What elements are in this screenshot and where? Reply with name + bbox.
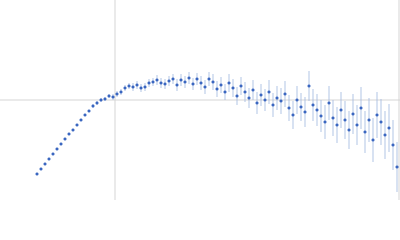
data-point <box>255 101 259 105</box>
data-point <box>231 86 235 90</box>
data-point <box>115 92 119 96</box>
data-point <box>247 96 251 100</box>
data-point <box>299 105 303 109</box>
data-point <box>163 82 167 86</box>
data-point <box>375 113 379 117</box>
data-point <box>263 98 267 102</box>
data-point <box>331 116 335 120</box>
data-point <box>75 123 79 127</box>
data-point <box>39 167 43 171</box>
data-point <box>387 126 391 130</box>
data-point <box>107 94 111 98</box>
data-point <box>171 77 175 81</box>
data-point <box>67 132 71 136</box>
data-point <box>319 114 323 118</box>
data-point <box>139 86 143 90</box>
data-point <box>379 120 383 124</box>
data-point <box>211 80 215 84</box>
data-point <box>227 81 231 85</box>
data-point <box>119 90 123 94</box>
data-point <box>283 92 287 96</box>
data-point <box>243 90 247 94</box>
data-point <box>103 97 107 101</box>
data-point <box>191 82 195 86</box>
data-point <box>275 96 279 100</box>
data-point <box>135 83 139 87</box>
data-point <box>155 78 159 82</box>
data-point <box>51 152 55 156</box>
data-point <box>123 86 127 90</box>
page: {"chart_data": {"type": "scatter", "colo… <box>0 0 400 200</box>
data-point <box>287 106 291 110</box>
data-point <box>291 113 295 117</box>
data-point <box>271 103 275 107</box>
data-point <box>195 77 199 81</box>
data-point <box>259 93 263 97</box>
data-point <box>207 77 211 81</box>
data-point <box>131 85 135 89</box>
data-point <box>111 95 115 99</box>
data-point <box>55 147 59 151</box>
data-point <box>159 81 163 85</box>
data-point <box>351 112 355 116</box>
data-point <box>355 123 359 127</box>
data-point <box>47 157 51 161</box>
data-point <box>311 103 315 107</box>
data-point <box>199 81 203 85</box>
data-point <box>223 90 227 94</box>
data-point <box>219 83 223 87</box>
data-point <box>359 106 363 110</box>
data-point <box>347 128 351 132</box>
data-point <box>167 79 171 83</box>
data-point <box>127 84 131 88</box>
data-point <box>183 80 187 84</box>
data-point <box>327 101 331 105</box>
data-point <box>151 80 155 84</box>
data-point <box>99 98 103 102</box>
data-point <box>147 81 151 85</box>
data-point <box>267 90 271 94</box>
data-point <box>79 118 83 122</box>
data-point <box>339 108 343 112</box>
data-point <box>43 162 47 166</box>
data-point <box>343 118 347 122</box>
data-point <box>91 104 95 108</box>
data-point <box>187 76 191 80</box>
data-point <box>363 130 367 134</box>
data-point <box>59 142 63 146</box>
data-point <box>175 83 179 87</box>
chart <box>0 0 400 200</box>
data-point <box>203 85 207 89</box>
data-point <box>71 128 75 132</box>
data-point <box>315 108 319 112</box>
data-point <box>303 110 307 114</box>
data-point <box>179 78 183 82</box>
data-point <box>307 84 311 88</box>
data-point <box>335 123 339 127</box>
data-point <box>395 165 399 169</box>
data-point <box>83 113 87 117</box>
data-point <box>371 138 375 142</box>
data-point <box>143 85 147 89</box>
data-point <box>251 88 255 92</box>
data-point <box>367 118 371 122</box>
data-point <box>391 143 395 147</box>
data-point <box>235 94 239 98</box>
data-point <box>35 172 39 176</box>
data-point <box>87 109 91 113</box>
data-point <box>215 87 219 91</box>
data-point <box>295 98 299 102</box>
data-point <box>279 99 283 103</box>
data-point <box>383 133 387 137</box>
data-point <box>63 137 67 141</box>
data-point <box>95 101 99 105</box>
data-point <box>323 120 327 124</box>
data-point <box>239 84 243 88</box>
